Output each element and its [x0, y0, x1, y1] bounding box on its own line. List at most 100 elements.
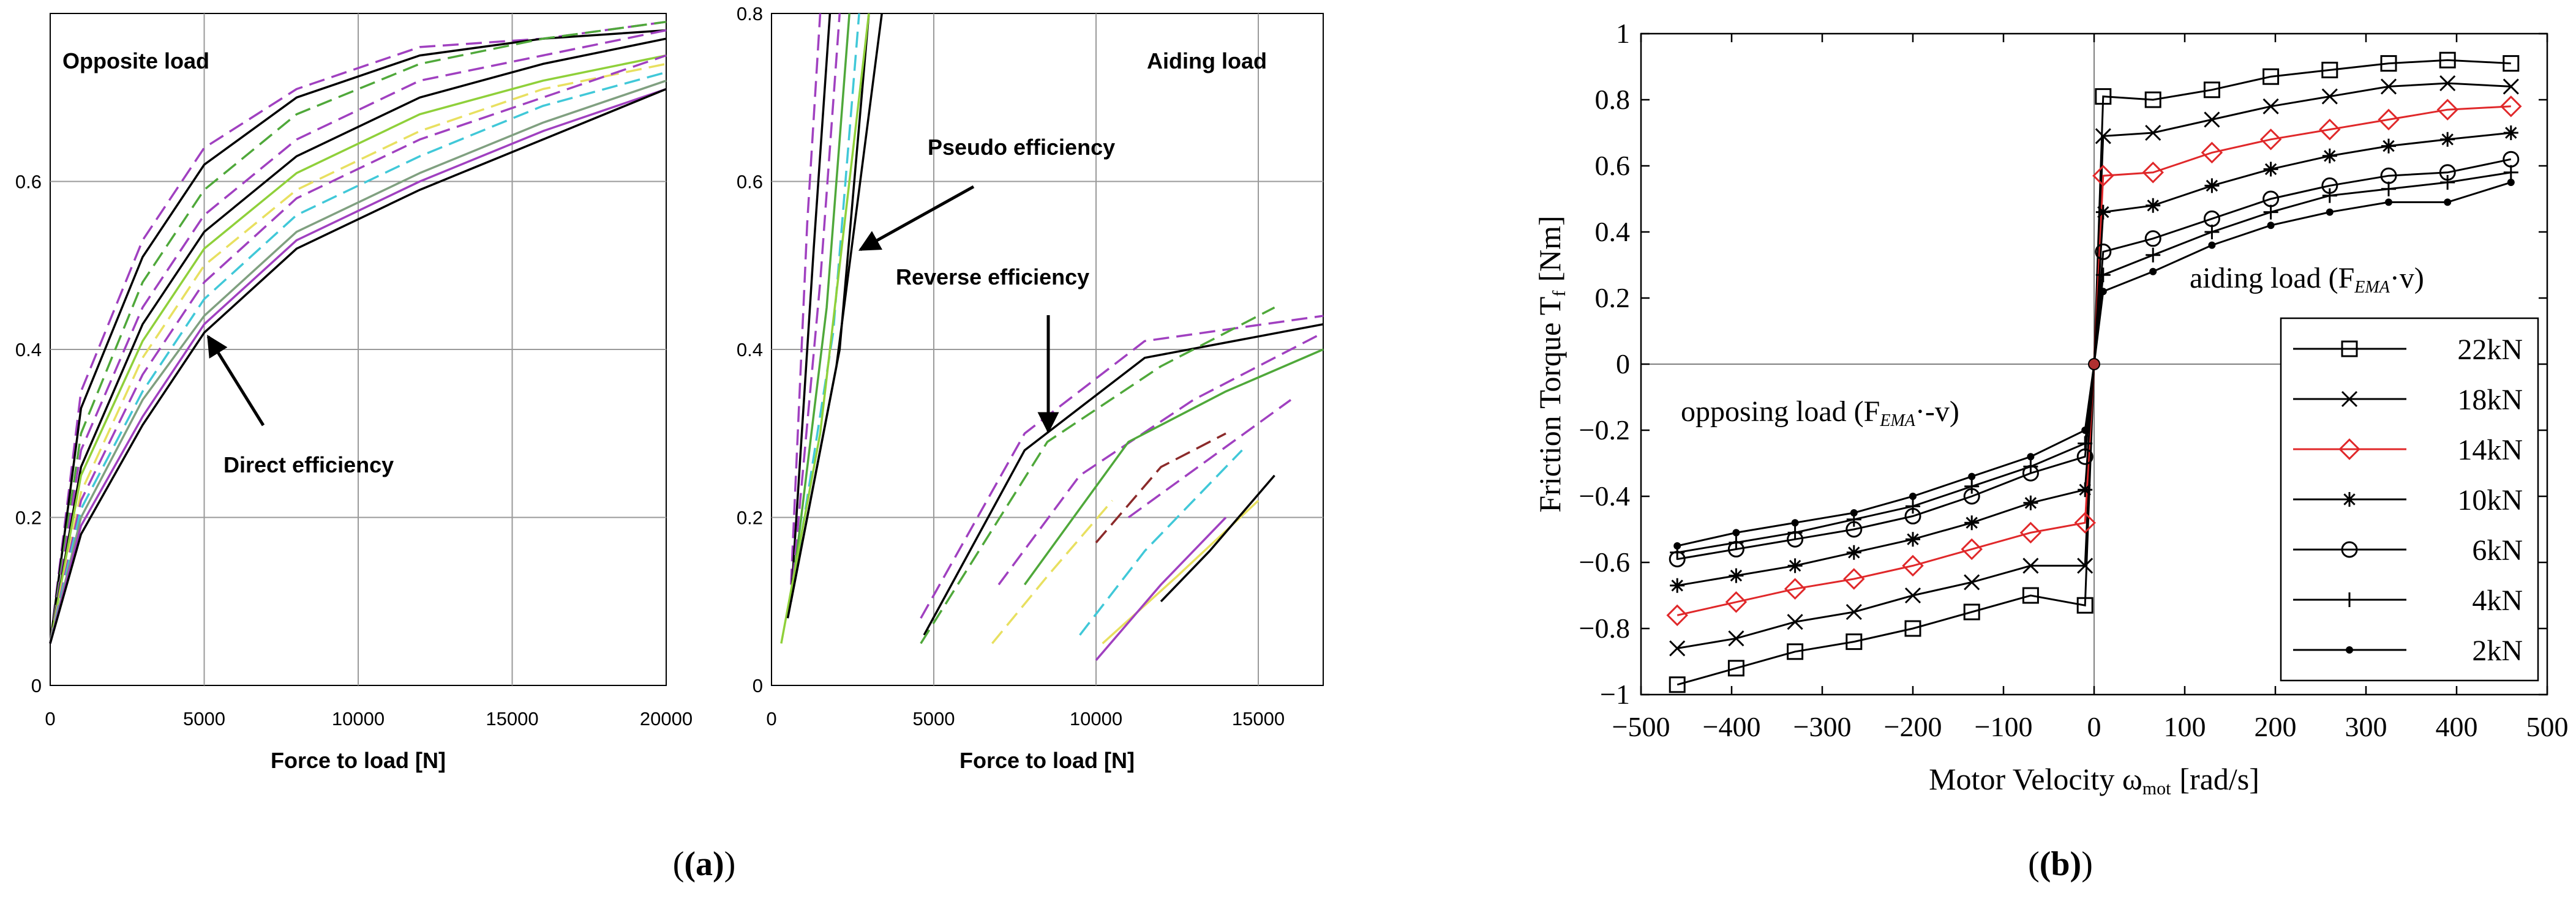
series-line [1127, 398, 1292, 518]
marker-square [2380, 55, 2397, 72]
y-tick-label: 0.8 [737, 3, 763, 24]
marker-asterisk [2204, 178, 2220, 193]
x-tick-label: 10000 [1070, 708, 1122, 729]
marker-plus [2503, 165, 2518, 180]
series-line [786, 13, 883, 619]
x-tick-label: 100 [2164, 711, 2206, 742]
x-tick-label: 10000 [332, 708, 385, 729]
marker-diamond [2074, 512, 2096, 534]
y-tick-label: 0.8 [1595, 84, 1631, 115]
x-tick-label: 400 [2436, 711, 2478, 742]
y-tick-label: −1 [1600, 679, 1630, 710]
y-tick-label: 0 [1616, 348, 1630, 379]
series-line [49, 80, 667, 644]
series-line [49, 62, 667, 644]
marker-dot [1968, 472, 1976, 480]
legend-label: 2kN [2472, 635, 2523, 667]
marker-plus [2023, 459, 2038, 474]
y-tick-label: 0.6 [1595, 150, 1631, 181]
marker-plus [2440, 175, 2455, 190]
series-line [780, 13, 870, 644]
caption-a: ((a)) [673, 845, 736, 883]
y-tick-label: 0.6 [737, 171, 763, 193]
marker-square [2076, 597, 2093, 614]
marker-plus [2263, 204, 2278, 220]
annotation-aiding-load: aiding load (FEMA·v) [2190, 262, 2424, 297]
marker-dot [2208, 241, 2216, 249]
marker-asterisk [2023, 495, 2038, 510]
annotation-arrow [206, 335, 265, 427]
marker-diamond [2019, 521, 2042, 544]
marker-plus [2322, 188, 2337, 203]
marker-plus [2204, 225, 2220, 239]
marker-asterisk [2078, 482, 2093, 498]
tick-labels: −500 −400 −300 −200 −100 0 100 200 300 400 500 −1 −0… [1579, 18, 2569, 742]
marker-diamond [1784, 578, 1806, 600]
marker-asterisk [2146, 198, 2161, 213]
marker-dot [1732, 529, 1740, 537]
marker-x [1669, 640, 1686, 657]
marker-x [2262, 98, 2279, 114]
marker-diamond [2319, 118, 2341, 141]
series-line [49, 54, 667, 644]
marker-x [2341, 390, 2358, 408]
marker-asterisk [1787, 558, 1803, 573]
series-line [49, 54, 667, 644]
x-tick-label: −100 [1975, 711, 2033, 742]
marker-square [2439, 51, 2456, 69]
marker-x [2022, 558, 2039, 574]
series-line [923, 323, 1324, 636]
marker-x [1787, 614, 1803, 630]
y-axis-label-sub: f [1549, 291, 1569, 297]
chart-friction-torque: −500 −400 −300 −200 −100 0 100 200 300 400 500 −1 −0… [1533, 18, 2569, 799]
x-tick-label: 0 [766, 708, 776, 729]
marker-x [2204, 111, 2220, 128]
marker-x [2095, 128, 2111, 144]
marker-x [2439, 75, 2456, 92]
marker-square [2203, 81, 2220, 99]
marker-plus [1964, 479, 1980, 494]
marker-asterisk [1846, 545, 1861, 560]
series-line [49, 71, 667, 644]
marker-diamond [2092, 165, 2114, 187]
series-line [920, 306, 1275, 644]
tick-labels: 0 5000 10000 15000 20000 0 0.2 0.4 0.6 [15, 171, 693, 730]
series-line [1095, 517, 1227, 661]
marker-dot [2444, 198, 2452, 206]
x-axis-label: Force to load [N] [271, 748, 446, 773]
x-tick-label: −400 [1703, 711, 1761, 742]
y-tick-label: 0.4 [737, 339, 763, 360]
marker-dot [1909, 493, 1917, 500]
marker-diamond [2500, 95, 2522, 118]
x-tick-label: 300 [2345, 711, 2387, 742]
marker-dot [2099, 288, 2107, 296]
annotation-direct-efficiency: Direct efficiency [223, 452, 394, 477]
marker-diamond [1725, 591, 1748, 613]
legend-label: 22kN [2457, 334, 2523, 366]
marker-asterisk [2322, 148, 2337, 163]
y-tick-label: 0.4 [15, 339, 42, 360]
marker-plus [2381, 181, 2396, 196]
series-line [49, 29, 667, 644]
marker-plus [2078, 436, 2093, 451]
series-line [1095, 432, 1226, 543]
x-tick-label: −300 [1793, 711, 1852, 742]
grid-lines [50, 13, 666, 685]
series-line [1023, 348, 1324, 586]
marker-square [1963, 603, 1980, 621]
x-tick-label: −500 [1612, 711, 1670, 742]
marker-asterisk [1964, 515, 1980, 531]
x-tick-label: 15000 [486, 708, 538, 729]
series-line [49, 88, 667, 644]
marker-diamond [2436, 99, 2458, 121]
marker-dot [2507, 179, 2515, 186]
legend-label: 4kN [2472, 584, 2523, 617]
series-line [790, 13, 832, 602]
chart-aiding-load: 0 5000 10000 15000 0 0.2 0.4 0.6 0.8 Aiding load… [737, 3, 1324, 773]
legend-label: 14kN [2457, 434, 2523, 466]
marker-asterisk [2095, 204, 2111, 220]
marker-dot [2081, 427, 2089, 434]
y-tick-label: 0.6 [15, 171, 42, 193]
marker-plus [1729, 535, 1744, 550]
